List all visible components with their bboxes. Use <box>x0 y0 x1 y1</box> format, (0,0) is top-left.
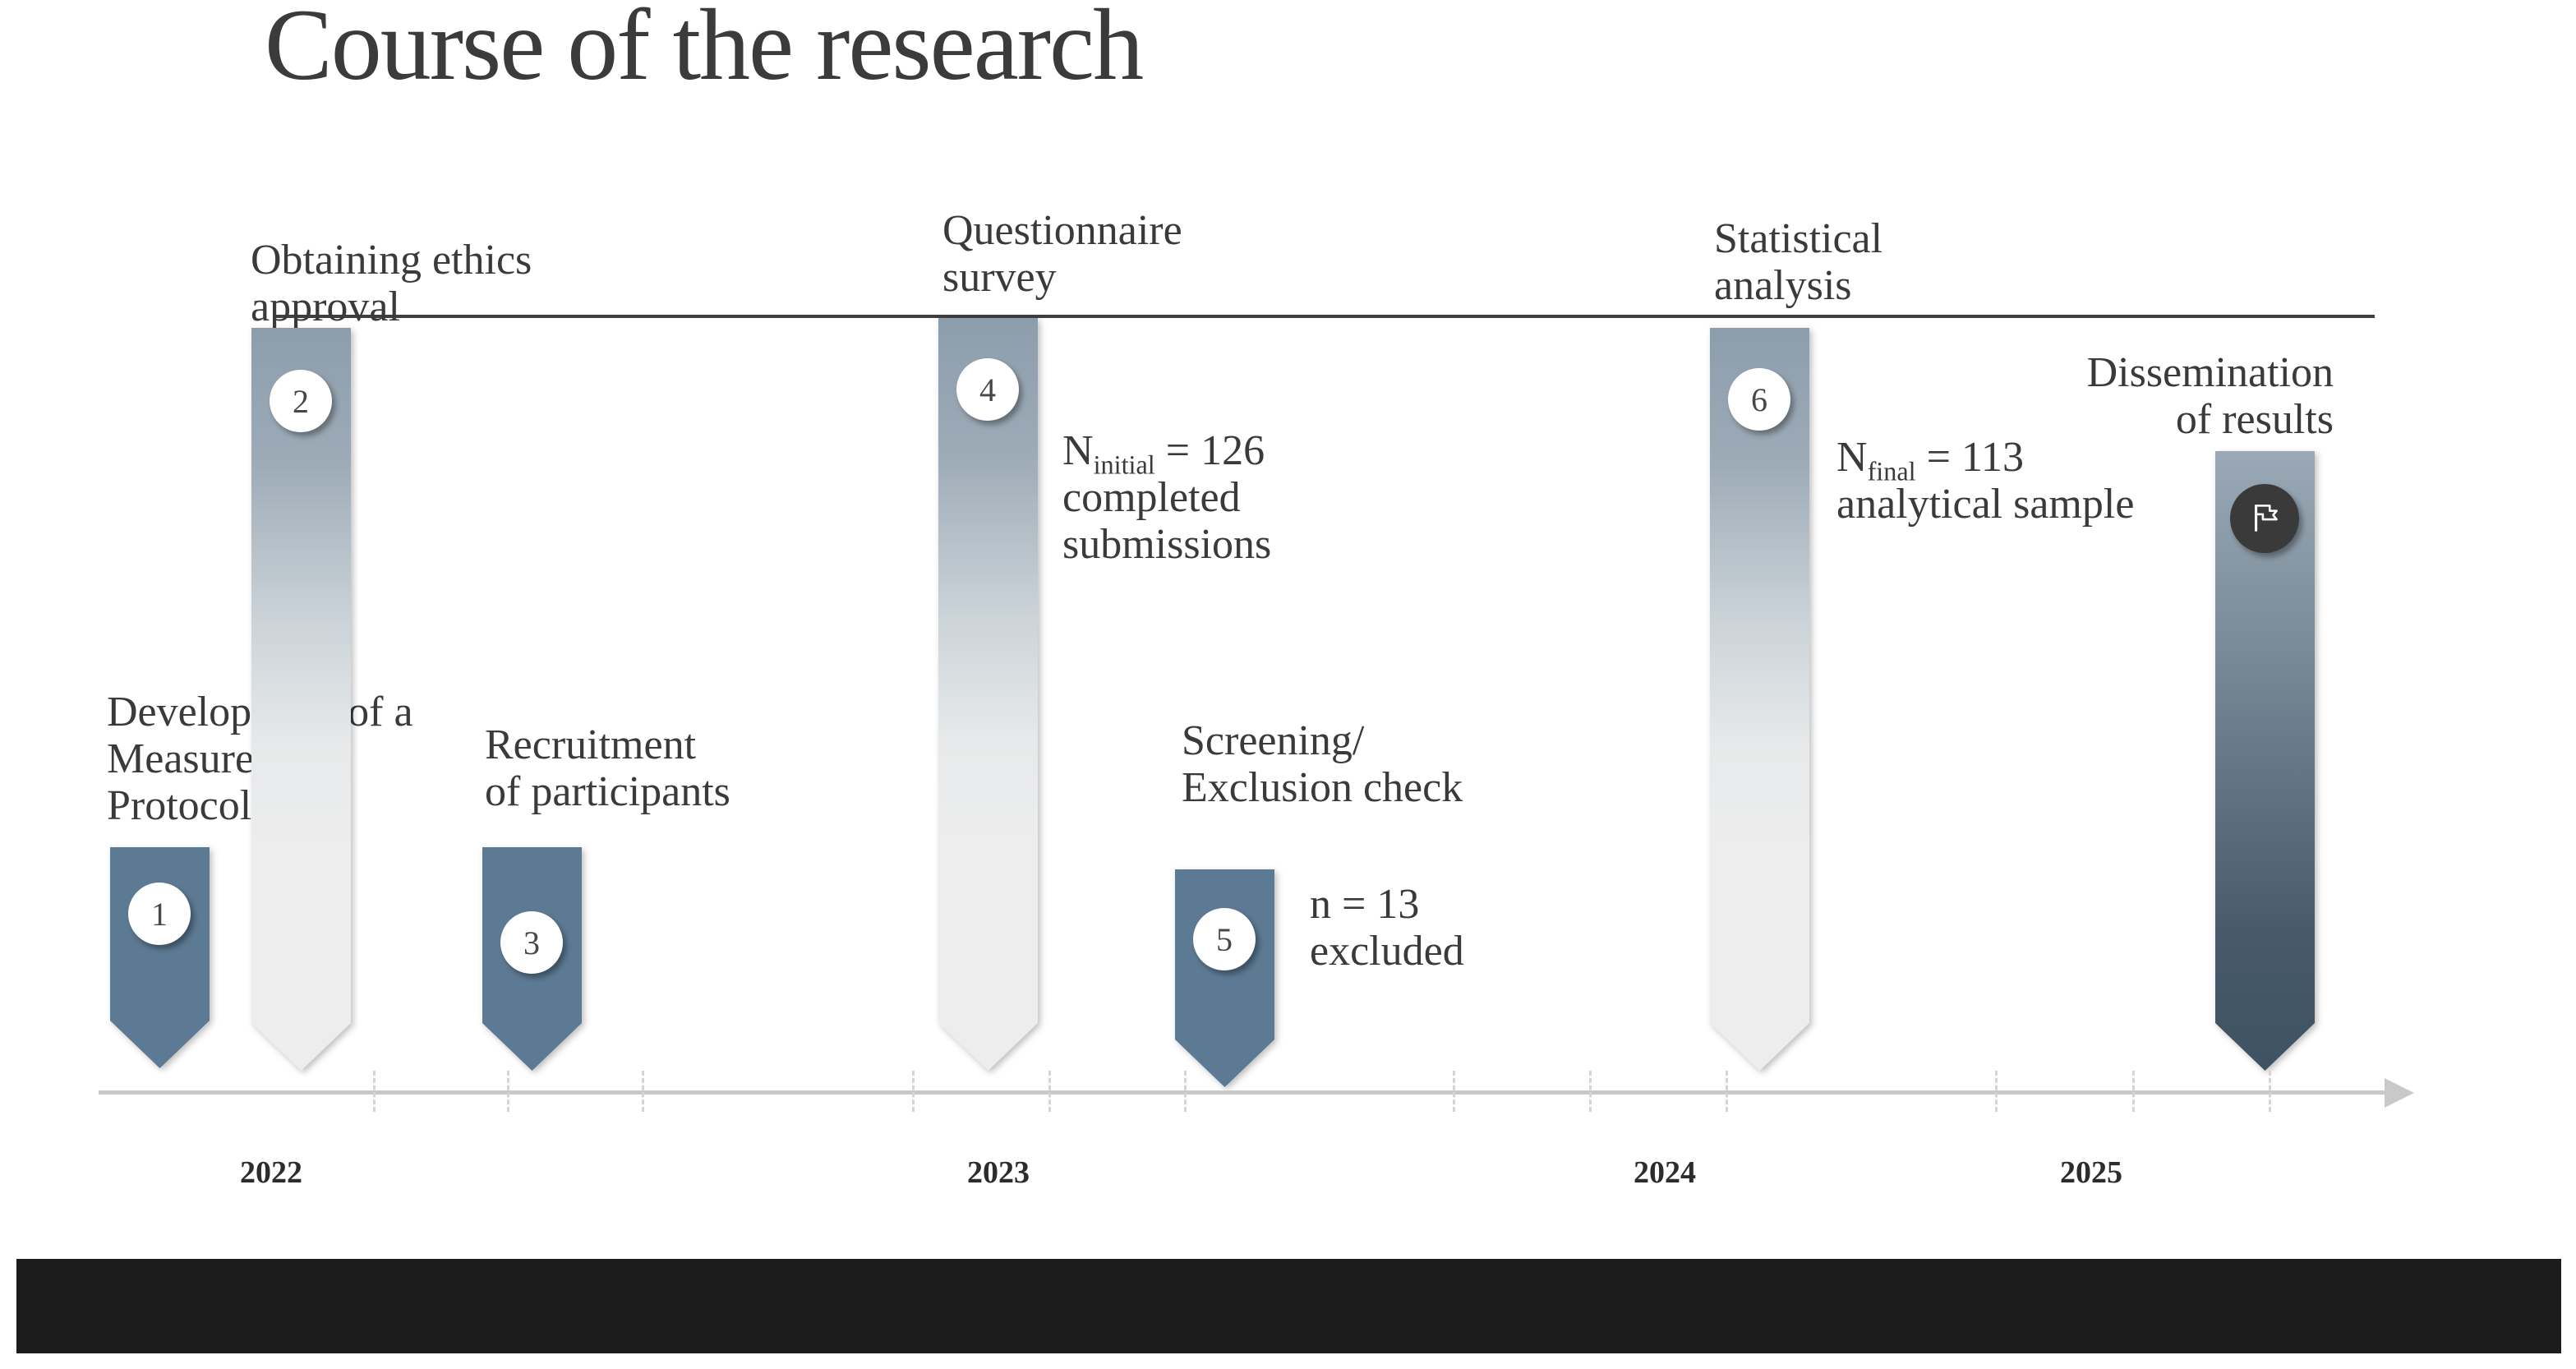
annotation-line: analytical sample <box>1836 481 2135 528</box>
step-number-badge: 1 <box>128 883 191 945</box>
flag-icon <box>2255 505 2278 532</box>
annotation-line: n = 13 <box>1310 881 1420 928</box>
label-obtaining-ethics-approval: Obtaining ethics approval <box>251 237 532 330</box>
milestone-banner-1: 1 <box>110 847 210 1068</box>
axis-tick <box>912 1071 915 1112</box>
axis-tick <box>1453 1071 1455 1112</box>
timeline-axis <box>99 1090 2389 1095</box>
pennant-shape <box>1710 328 1809 1071</box>
label-questionnaire-survey: Questionnaire survey <box>942 207 1182 301</box>
year-label-2025: 2025 <box>2060 1155 2122 1190</box>
year-label-2023: 2023 <box>967 1155 1030 1190</box>
annotation-line: submissions <box>1062 521 1272 568</box>
page-title: Course of the research <box>265 0 1144 101</box>
axis-tick <box>642 1071 644 1112</box>
annotation-n-initial: Ninitial = 126 completed submissions <box>1062 427 1271 568</box>
label-line: Exclusion check <box>1182 764 1463 811</box>
pennant-shape <box>110 847 210 1068</box>
annotation-line: Nfinal = 113 <box>1836 434 2025 486</box>
step-number: 1 <box>151 895 168 933</box>
label-line: Recruitment <box>485 721 697 768</box>
step-number: 4 <box>979 371 996 408</box>
milestone-banner-3: 3 <box>482 847 582 1071</box>
label-line: of results <box>2175 396 2334 443</box>
footer-bar <box>16 1259 2561 1353</box>
label-line: approval <box>251 283 400 330</box>
annotation-line: Ninitial = 126 <box>1062 427 1265 480</box>
label-screening-exclusion-check: Screening/ Exclusion check <box>1182 717 1463 811</box>
step-number-badge: 2 <box>270 370 332 432</box>
label-line: Obtaining ethics <box>251 237 532 283</box>
pennant-shape <box>251 328 351 1071</box>
year-label-2022: 2022 <box>240 1155 302 1190</box>
milestone-banner-4: 4 <box>938 318 1038 1071</box>
milestone-banner-dissemination <box>2215 451 2315 1071</box>
pennant-shape <box>1175 869 1274 1087</box>
step-number: 2 <box>293 382 309 420</box>
axis-tick <box>1184 1071 1187 1112</box>
axis-tick <box>507 1071 509 1112</box>
label-line: of participants <box>485 768 730 815</box>
flag-badge <box>2230 484 2299 553</box>
pennant-shape <box>2215 451 2315 1071</box>
label-line: Protocol <box>107 782 252 829</box>
step-number: 6 <box>1751 380 1767 418</box>
step-number-badge: 5 <box>1193 908 1256 970</box>
annotation-n-final: Nfinal = 113 analytical sample <box>1836 434 2134 528</box>
annotation-line: completed <box>1062 474 1241 521</box>
step-number-badge: 6 <box>1728 368 1790 431</box>
step-number-badge: 3 <box>500 911 563 974</box>
header-divider-line <box>273 315 2375 318</box>
axis-tick <box>2269 1071 2271 1112</box>
axis-tick <box>1995 1071 1998 1112</box>
axis-tick <box>1589 1071 1592 1112</box>
label-line: analysis <box>1714 262 1852 309</box>
annotation-n-excluded: n = 13 excluded <box>1310 881 1464 975</box>
axis-tick <box>1726 1071 1728 1112</box>
step-number-badge: 4 <box>956 358 1019 421</box>
label-line: Statistical <box>1714 215 1883 262</box>
milestone-banner-6: 6 <box>1710 328 1809 1071</box>
annotation-line: excluded <box>1310 928 1464 975</box>
label-statistical-analysis: Statistical analysis <box>1714 215 1882 309</box>
pennant-shape <box>938 318 1038 1071</box>
label-dissemination-of-results: Dissemination of results <box>2087 349 2334 443</box>
axis-tick <box>1048 1071 1051 1112</box>
milestone-banner-5: 5 <box>1175 869 1274 1087</box>
axis-tick <box>373 1071 376 1112</box>
label-line: survey <box>942 254 1057 301</box>
label-line: Screening/ <box>1182 717 1365 764</box>
axis-tick <box>2132 1071 2135 1112</box>
label-line: Questionnaire <box>942 207 1182 254</box>
milestone-banner-2: 2 <box>251 328 351 1071</box>
year-label-2024: 2024 <box>1634 1155 1696 1190</box>
step-number: 5 <box>1216 920 1233 958</box>
label-recruitment-of-participants: Recruitment of participants <box>485 721 730 815</box>
step-number: 3 <box>523 924 540 961</box>
timeline-arrowhead-icon <box>2385 1078 2414 1108</box>
label-line: Dissemination <box>2086 349 2334 396</box>
